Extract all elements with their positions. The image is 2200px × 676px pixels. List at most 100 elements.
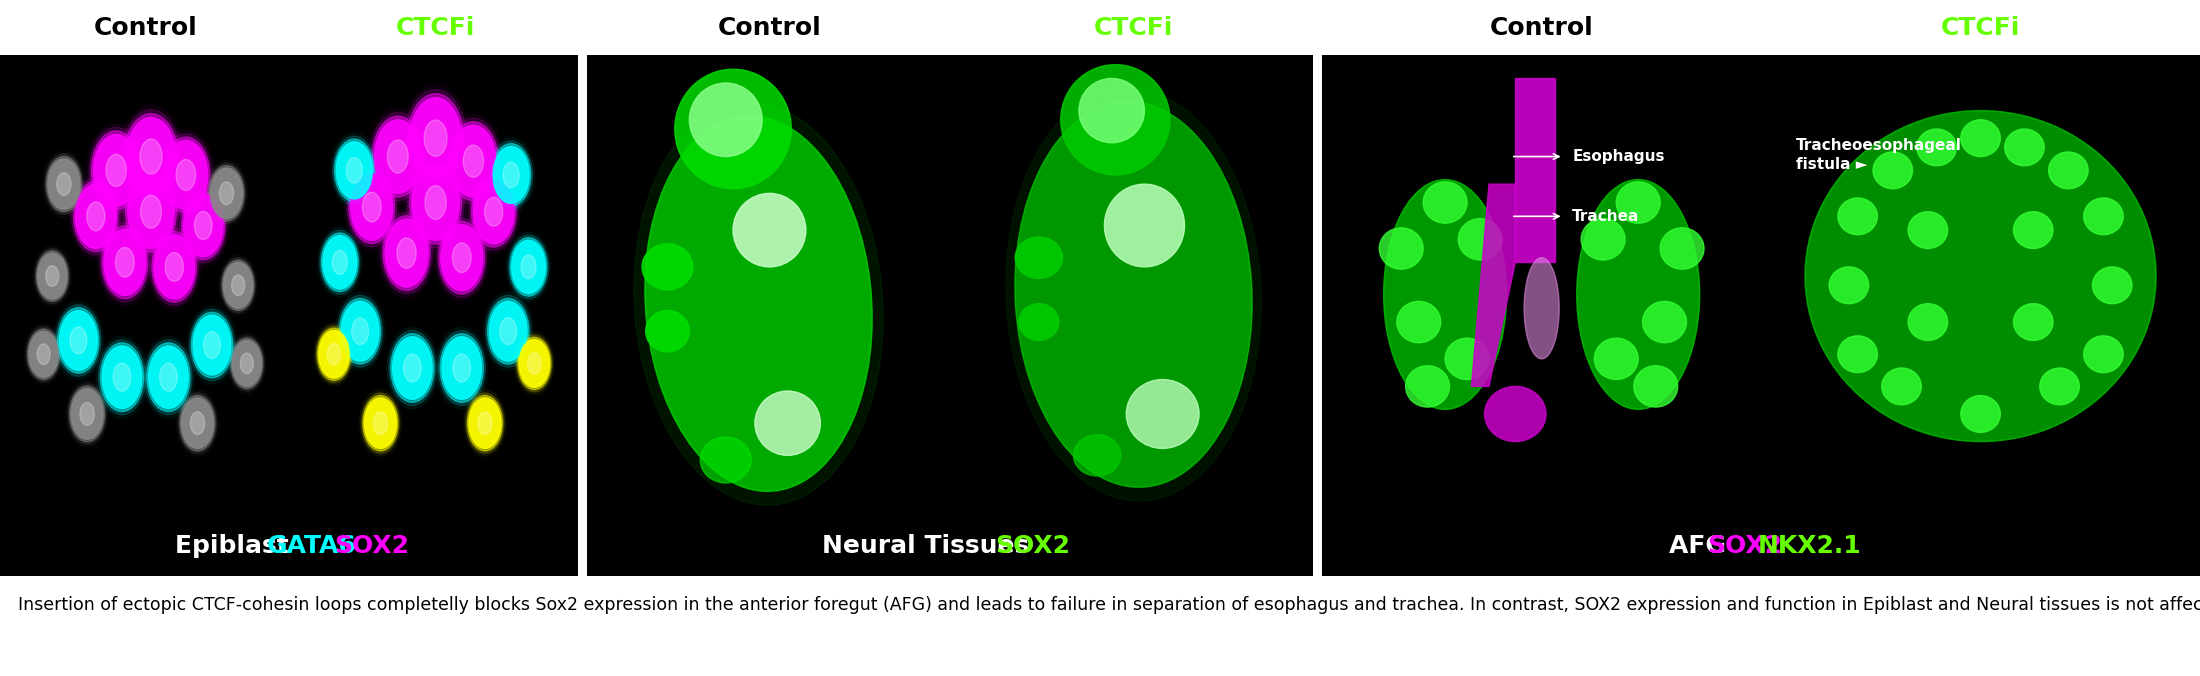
Circle shape xyxy=(114,247,134,277)
Ellipse shape xyxy=(2083,198,2123,235)
Circle shape xyxy=(491,143,530,206)
Circle shape xyxy=(392,334,433,402)
Ellipse shape xyxy=(1019,304,1058,341)
Circle shape xyxy=(447,118,502,204)
Ellipse shape xyxy=(1881,368,1921,405)
Text: Control: Control xyxy=(717,16,821,40)
Polygon shape xyxy=(1472,184,1516,387)
Circle shape xyxy=(453,243,471,272)
Circle shape xyxy=(352,318,370,345)
Ellipse shape xyxy=(1577,180,1701,410)
Circle shape xyxy=(403,354,420,382)
Circle shape xyxy=(55,305,101,377)
Ellipse shape xyxy=(1014,101,1252,487)
Circle shape xyxy=(361,393,400,454)
Ellipse shape xyxy=(1126,379,1199,448)
Text: Esophagus: Esophagus xyxy=(1573,149,1665,164)
Circle shape xyxy=(70,327,88,354)
Circle shape xyxy=(510,237,548,296)
Circle shape xyxy=(70,178,121,255)
Circle shape xyxy=(323,236,356,289)
Ellipse shape xyxy=(1384,180,1507,410)
Circle shape xyxy=(528,353,541,375)
Ellipse shape xyxy=(1907,304,1947,341)
Circle shape xyxy=(337,295,383,367)
Circle shape xyxy=(163,137,209,213)
Circle shape xyxy=(350,174,392,240)
Circle shape xyxy=(44,154,84,214)
Ellipse shape xyxy=(2048,152,2088,189)
Circle shape xyxy=(70,386,106,442)
Circle shape xyxy=(99,340,145,414)
Circle shape xyxy=(222,260,255,310)
Circle shape xyxy=(231,275,244,295)
Circle shape xyxy=(488,298,528,364)
Circle shape xyxy=(440,224,482,291)
Circle shape xyxy=(59,310,97,370)
Circle shape xyxy=(471,176,517,247)
Circle shape xyxy=(161,134,211,216)
Circle shape xyxy=(425,120,447,156)
Circle shape xyxy=(194,315,231,375)
Ellipse shape xyxy=(1423,182,1467,223)
Text: Neural Tissues: Neural Tissues xyxy=(823,533,1038,558)
Circle shape xyxy=(191,312,233,378)
Circle shape xyxy=(385,219,429,287)
Ellipse shape xyxy=(2013,212,2053,249)
Circle shape xyxy=(35,251,68,301)
Circle shape xyxy=(396,238,416,268)
Circle shape xyxy=(57,308,99,373)
Circle shape xyxy=(339,298,381,364)
Circle shape xyxy=(513,240,546,293)
Circle shape xyxy=(101,226,147,299)
Circle shape xyxy=(57,173,70,195)
Circle shape xyxy=(48,159,79,210)
Circle shape xyxy=(466,393,504,454)
Circle shape xyxy=(341,301,378,361)
Circle shape xyxy=(464,145,484,177)
Circle shape xyxy=(152,231,196,302)
Text: GATA6: GATA6 xyxy=(266,533,356,558)
Circle shape xyxy=(469,398,502,448)
Ellipse shape xyxy=(1005,88,1261,501)
Circle shape xyxy=(99,222,150,302)
Circle shape xyxy=(79,403,95,425)
Circle shape xyxy=(161,363,178,391)
Circle shape xyxy=(363,192,381,222)
Circle shape xyxy=(178,393,216,454)
Circle shape xyxy=(387,140,409,173)
Circle shape xyxy=(189,412,205,435)
Ellipse shape xyxy=(1661,228,1705,269)
Ellipse shape xyxy=(1074,435,1120,476)
Ellipse shape xyxy=(1960,120,2000,157)
Circle shape xyxy=(409,98,462,178)
Text: Insertion of ectopic CTCF-cohesin loops completelly blocks Sox2 expression in th: Insertion of ectopic CTCF-cohesin loops … xyxy=(18,596,2200,614)
Circle shape xyxy=(319,331,350,378)
Circle shape xyxy=(165,141,207,210)
Ellipse shape xyxy=(1635,366,1679,407)
Circle shape xyxy=(101,346,141,408)
Circle shape xyxy=(381,212,433,294)
Circle shape xyxy=(374,412,387,435)
Circle shape xyxy=(88,127,143,214)
Ellipse shape xyxy=(675,69,792,189)
Circle shape xyxy=(233,341,262,387)
Ellipse shape xyxy=(1582,218,1626,260)
Ellipse shape xyxy=(2092,267,2132,304)
Circle shape xyxy=(477,412,493,435)
Circle shape xyxy=(35,249,70,304)
Circle shape xyxy=(112,363,130,391)
Ellipse shape xyxy=(1525,258,1560,359)
Circle shape xyxy=(150,228,198,306)
Circle shape xyxy=(405,90,466,187)
Circle shape xyxy=(337,142,372,199)
Text: SOX2: SOX2 xyxy=(1707,533,1782,558)
Circle shape xyxy=(73,181,119,251)
Circle shape xyxy=(101,343,143,412)
Circle shape xyxy=(473,180,515,244)
Ellipse shape xyxy=(1872,152,1912,189)
Circle shape xyxy=(125,171,176,252)
Ellipse shape xyxy=(1379,228,1423,269)
Polygon shape xyxy=(1516,78,1555,262)
Circle shape xyxy=(407,94,464,183)
